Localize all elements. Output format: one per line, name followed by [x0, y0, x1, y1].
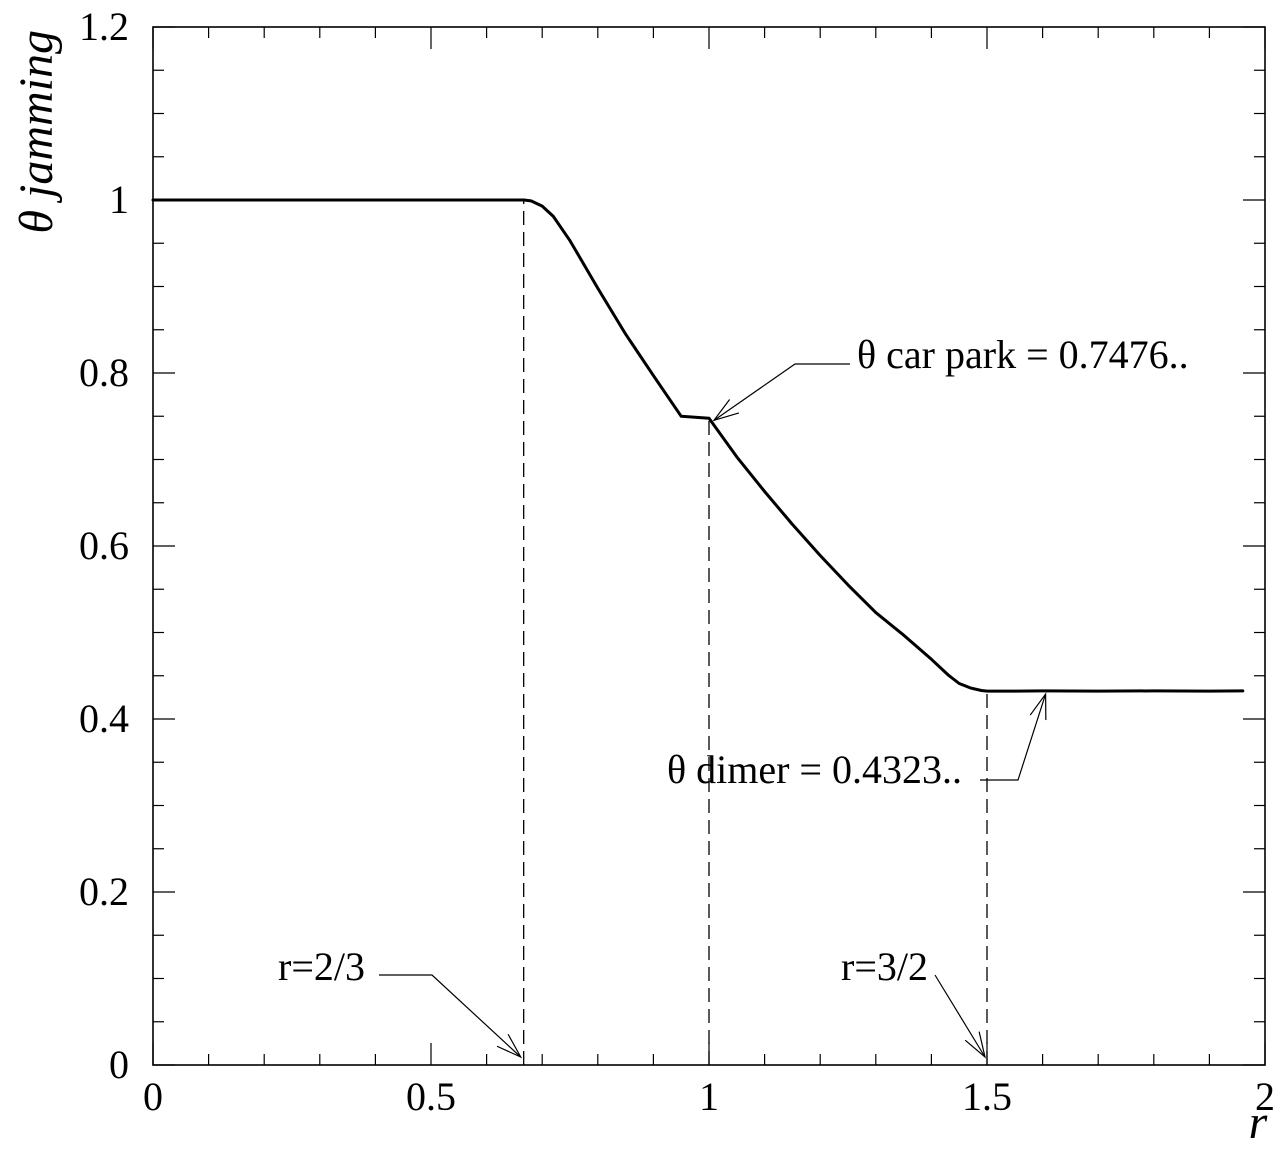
annotation-arrowhead	[496, 1033, 523, 1059]
y-tick-label: 1.2	[79, 4, 129, 49]
x-tick-label: 0	[143, 1074, 163, 1119]
y-axis-label: θ jamming	[10, 30, 63, 234]
reference-lines	[523, 200, 988, 1065]
annotation-arrowhead	[1029, 692, 1047, 721]
y-tick-label: 0.8	[79, 350, 129, 395]
annotation-arrowhead	[964, 1031, 986, 1059]
annotation-label: θ car park = 0.7476..	[857, 332, 1189, 377]
series-line	[151, 198, 1245, 693]
x-tick-label: 0.5	[406, 1074, 456, 1119]
x-tick-label: 1	[699, 1074, 719, 1119]
axis-tick-labels: 0 0.5 1 1.5 2 0 0.2 0.4 0.6 0.8 1 1.2	[79, 4, 1275, 1119]
annotation-label: θ dimer = 0.4323..	[667, 747, 962, 792]
annotations: θ car park = 0.7476.. θ dimer = 0.4323.. r…	[278, 332, 1189, 1059]
axis-titles: r θ jamming	[10, 30, 1268, 1149]
annotation-leader	[379, 974, 522, 1058]
y-tick-label: 0.6	[79, 523, 129, 568]
y-tick-label: 1	[109, 177, 129, 222]
x-tick-label: 1.5	[962, 1074, 1012, 1119]
annotation-arrowhead	[712, 399, 740, 422]
data-series	[151, 198, 1245, 693]
x-axis-label: r	[1249, 1096, 1268, 1149]
annotation-leader	[934, 974, 986, 1058]
y-tick-label: 0.2	[79, 869, 129, 914]
y-tick-label: 0.4	[79, 696, 129, 741]
annotation-label: r=3/2	[841, 944, 928, 989]
x-tick-label: 2	[1255, 1074, 1275, 1119]
y-tick-label: 0	[109, 1042, 129, 1087]
annotation-label: r=2/3	[278, 944, 365, 989]
annotation-leader	[713, 363, 850, 421]
annotation-leader	[980, 693, 1047, 781]
